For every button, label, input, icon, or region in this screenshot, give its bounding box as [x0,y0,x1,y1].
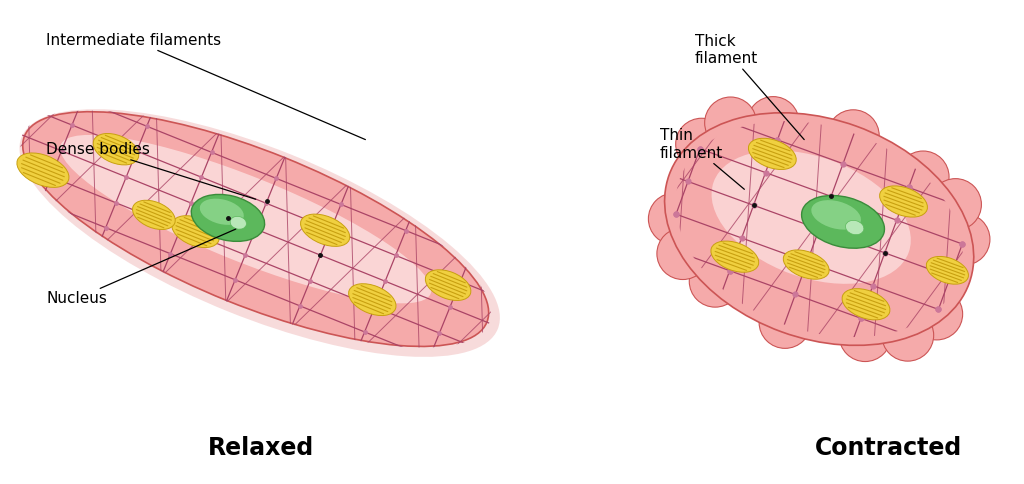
Ellipse shape [842,288,890,320]
Ellipse shape [759,297,811,348]
Ellipse shape [648,193,700,245]
Ellipse shape [811,200,861,229]
Ellipse shape [938,213,990,265]
Ellipse shape [300,214,350,246]
Text: Dense bodies: Dense bodies [46,142,256,199]
Ellipse shape [348,284,396,316]
Ellipse shape [60,135,431,303]
Ellipse shape [897,151,949,203]
Ellipse shape [657,228,709,280]
Ellipse shape [425,270,471,301]
Text: Thin
filament: Thin filament [659,128,744,189]
Ellipse shape [172,216,219,247]
Ellipse shape [665,113,974,346]
Ellipse shape [711,241,759,272]
Ellipse shape [16,153,69,187]
Ellipse shape [927,257,969,284]
Ellipse shape [783,250,829,279]
Ellipse shape [827,110,880,162]
Ellipse shape [880,186,928,217]
Ellipse shape [882,309,934,361]
Ellipse shape [689,256,741,307]
Ellipse shape [846,220,864,235]
Ellipse shape [712,151,910,284]
Text: Contracted: Contracted [815,436,963,460]
Text: Relaxed: Relaxed [208,436,313,460]
Ellipse shape [930,179,981,230]
Ellipse shape [93,134,139,165]
Ellipse shape [132,200,175,229]
Text: Intermediate filaments: Intermediate filaments [46,32,366,139]
Ellipse shape [802,196,885,248]
Ellipse shape [749,138,797,169]
Ellipse shape [910,288,963,340]
Ellipse shape [676,118,727,170]
Ellipse shape [230,216,247,229]
Ellipse shape [748,97,799,148]
Text: Thick
filament: Thick filament [694,34,804,139]
Ellipse shape [191,195,264,242]
Text: Nucleus: Nucleus [46,229,236,306]
Ellipse shape [19,109,500,357]
Ellipse shape [840,310,891,362]
Ellipse shape [23,112,488,347]
Ellipse shape [200,198,244,225]
Ellipse shape [705,97,757,149]
